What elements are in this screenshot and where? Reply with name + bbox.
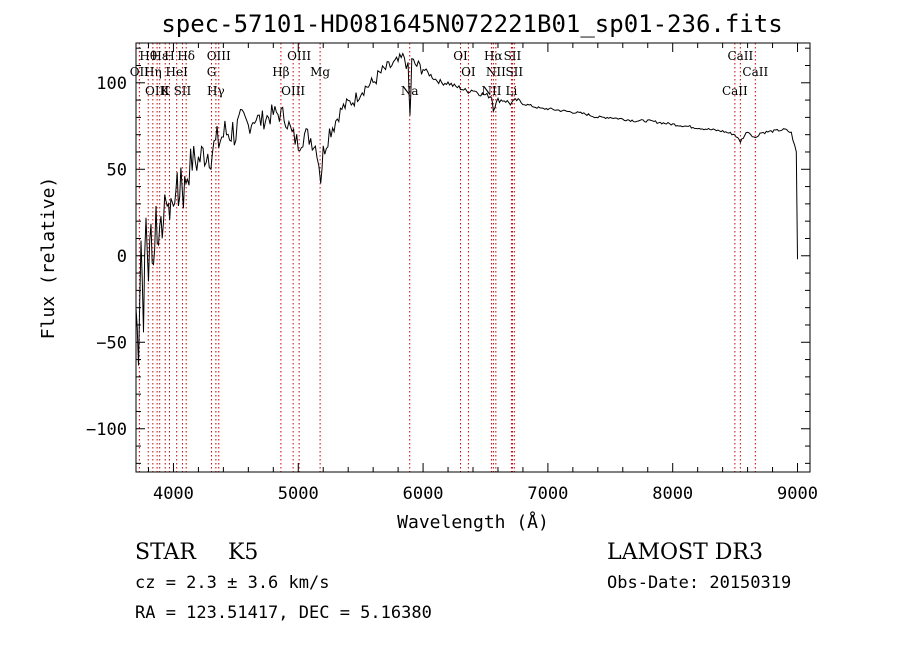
marker-label-OI: OI: [453, 49, 468, 63]
class-text: STAR: [135, 540, 196, 565]
cz-text: cz = 2.3 ± 3.6 km/s: [135, 573, 330, 593]
y-tick-label: 50: [107, 160, 127, 180]
y-tick-label: −100: [86, 420, 127, 440]
obsdate-text: Obs-Date: 20150319: [607, 573, 792, 593]
marker-label-Na: Na: [401, 84, 419, 98]
marker-label-Hγ: Hγ: [207, 84, 225, 98]
marker-label-G: G: [207, 65, 217, 79]
marker-label-OIII: OIII: [287, 49, 311, 63]
marker-label-NII: NII: [486, 65, 506, 79]
marker-label-Hη: Hη: [144, 65, 162, 79]
radec-text: RA = 123.51417, DEC = 5.16380: [135, 603, 432, 623]
subclass-text: K5: [228, 540, 259, 565]
marker-label-SII: SII: [504, 49, 522, 63]
marker-label-Hα: Hα: [484, 49, 503, 63]
y-tick-label: 0: [117, 247, 127, 267]
y-axis-label: Flux (relative): [38, 177, 59, 340]
marker-label-OIII: OIII: [207, 49, 231, 63]
marker-label-OIII: OIII: [145, 84, 169, 98]
marker-label-NII: NII: [481, 84, 501, 98]
x-tick-label: 4000: [153, 484, 194, 504]
marker-label-Hβ: Hβ: [272, 65, 289, 79]
object-class: STAR K5: [135, 540, 258, 565]
marker-label-CaII: CaII: [722, 84, 748, 98]
x-axis-label: Wavelength (Å): [397, 511, 549, 533]
x-tick-label: 7000: [527, 484, 568, 504]
chart-title: spec-57101-HD081645N072221B01_sp01-236.f…: [161, 10, 782, 38]
marker-label-Mg: Mg: [310, 65, 330, 79]
marker-label-Hδ: Hδ: [177, 49, 195, 63]
marker-label-Hε: Hε: [151, 49, 168, 63]
x-tick-label: 8000: [652, 484, 693, 504]
spectrum-series-line: [135, 52, 798, 366]
x-tick-label: 9000: [777, 484, 818, 504]
marker-label-H: H: [164, 49, 174, 63]
marker-label-Li: Li: [506, 84, 518, 98]
y-tick-label: −50: [96, 333, 127, 353]
x-tick-label: 5000: [278, 484, 319, 504]
marker-label-SII: SII: [505, 65, 523, 79]
y-tick-label: 100: [96, 74, 127, 94]
marker-label-K: K: [161, 84, 171, 98]
marker-label-SII: SII: [174, 84, 192, 98]
plot-frame: [135, 42, 811, 473]
marker-label-CaII: CaII: [742, 65, 768, 79]
marker-label-HeI: HeI: [166, 65, 189, 79]
marker-label-Hθ: Hθ: [139, 49, 157, 63]
marker-label-OIII: OIII: [281, 84, 305, 98]
marker-label-CaII: CaII: [727, 49, 753, 63]
marker-label-OII: OII: [130, 65, 150, 79]
marker-label-OI: OI: [461, 65, 476, 79]
survey-text: LAMOST DR3: [607, 540, 763, 565]
x-tick-label: 6000: [403, 484, 444, 504]
